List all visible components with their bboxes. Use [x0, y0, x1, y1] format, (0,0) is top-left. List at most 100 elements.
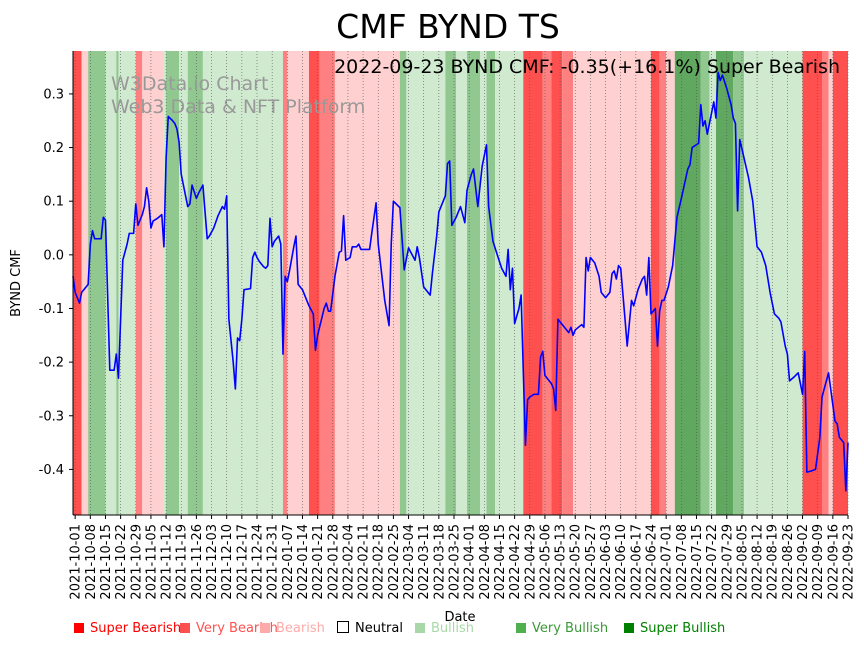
sentiment-regions: [73, 51, 848, 515]
chart-title: CMF BYND TS: [336, 7, 560, 46]
x-tick-label: 2021-10-15: [99, 524, 114, 600]
region-bullish: [744, 51, 803, 515]
region-bullish: [709, 51, 716, 515]
x-axis-label: Date: [444, 610, 475, 625]
region-bearish: [81, 51, 89, 515]
x-tick-label: 2022-02-11: [357, 524, 372, 600]
x-tick-label: 2022-06-10: [614, 524, 629, 600]
x-tick-label: 2022-03-11: [417, 524, 432, 600]
x-tick-label: 2022-09-23: [842, 524, 857, 600]
region-super-bullish: [715, 51, 734, 515]
legend-label: Neutral: [355, 621, 403, 636]
y-tick-label: 0.3: [43, 87, 64, 102]
region-bullish: [105, 51, 117, 515]
x-tick-label: 2022-06-17: [629, 524, 644, 600]
x-tick-label: 2022-02-18: [372, 524, 387, 600]
x-tick-label: 2021-12-31: [266, 524, 281, 600]
x-tick-label: 2021-12-24: [251, 524, 266, 600]
region-bullish: [209, 51, 283, 515]
x-tick-label: 2021-11-05: [144, 524, 159, 600]
x-tick-label: 2022-09-02: [796, 524, 811, 600]
watermark-line-2: Web3 Data & NFT Platform: [111, 96, 365, 118]
region-bullish: [163, 51, 167, 515]
legend-item-super-bullish: Super Bullish: [624, 621, 725, 636]
x-tick-label: 2022-02-04: [341, 524, 356, 600]
x-tick-label: 2022-01-14: [296, 524, 311, 600]
x-tick-label: 2021-12-10: [220, 524, 235, 600]
legend-swatch: [260, 623, 270, 633]
vertical-gridlines: [74, 51, 849, 515]
y-tick-label: -0.2: [39, 356, 64, 371]
region-super-bullish: [674, 51, 701, 515]
x-tick-label: 2022-04-29: [523, 524, 538, 600]
region-very-bullish: [466, 51, 480, 515]
legend-item-super-bearish: Super Bearish: [74, 621, 181, 636]
legend-item-bearish: Bearish: [260, 621, 325, 636]
x-tick-label: 2022-08-19: [766, 524, 781, 600]
x-tick-label: 2022-07-08: [675, 524, 690, 600]
y-tick-label: -0.1: [39, 302, 64, 317]
legend-swatch: [337, 621, 349, 633]
x-tick-label: 2022-01-21: [311, 524, 326, 600]
x-tick-label: 2021-10-08: [84, 524, 99, 600]
x-tick-label: 2022-04-01: [463, 524, 478, 600]
x-tick-label: 2022-04-08: [478, 524, 493, 600]
y-tick-label: 0.2: [43, 141, 64, 156]
region-bearish: [142, 51, 164, 515]
region-super-bearish: [651, 51, 660, 515]
region-very-bullish: [399, 51, 407, 515]
x-tick-label: 2022-07-01: [660, 524, 675, 600]
legend-label: Bearish: [276, 621, 325, 636]
region-bearish: [828, 51, 833, 515]
region-very-bullish: [116, 51, 119, 515]
legend-label: Very Bearish: [196, 621, 278, 636]
x-tick-label: 2022-08-05: [735, 524, 750, 600]
x-tick-label: 2022-08-26: [781, 524, 796, 600]
x-tick-label: 2022-06-03: [599, 524, 614, 600]
x-tick-label: 2022-07-29: [720, 524, 735, 600]
x-tick-label: 2022-09-16: [826, 524, 841, 600]
x-tick-label: 2022-04-15: [493, 524, 508, 600]
region-very-bullish: [700, 51, 710, 515]
region-super-bearish: [308, 51, 320, 515]
legend-item-very-bearish: Very Bearish: [180, 621, 278, 636]
x-tick-label: 2022-08-12: [751, 524, 766, 600]
legend-swatch: [624, 623, 634, 633]
region-bullish: [479, 51, 487, 515]
x-tick-label: 2022-02-25: [387, 524, 402, 600]
legend-label: Super Bullish: [640, 621, 726, 636]
region-super-bearish: [551, 51, 563, 515]
legend-swatch: [180, 623, 190, 633]
x-tick-label: 2022-05-20: [569, 524, 584, 600]
latest-value-annotation: 2022-09-23 BYND CMF: -0.35(+16.1%) Super…: [334, 56, 840, 78]
region-very-bearish: [542, 51, 552, 515]
region-very-bearish: [562, 51, 574, 515]
x-tick-label: 2022-03-04: [402, 524, 417, 600]
region-very-bearish: [319, 51, 335, 515]
x-tick-label: 2022-06-24: [645, 524, 660, 600]
region-very-bullish: [445, 51, 457, 515]
legend: Super Bearish Very Bearish Bearish Neutral B…: [74, 621, 854, 639]
x-tick-label: 2022-09-09: [811, 524, 826, 600]
x-tick-label: 2022-01-07: [281, 524, 296, 600]
y-tick-label: 0.1: [43, 195, 64, 210]
x-tick-label: 2021-11-12: [160, 524, 175, 600]
legend-item-neutral: Neutral: [337, 621, 403, 636]
region-very-bullish: [187, 51, 203, 515]
legend-item-bullish: Bullish: [415, 621, 474, 636]
region-very-bearish: [135, 51, 143, 515]
x-tick-label: 2022-01-28: [326, 524, 341, 600]
legend-swatch: [516, 623, 526, 633]
cmf-line: [72, 71, 849, 492]
legend-label: Bullish: [431, 621, 475, 636]
region-very-bearish: [659, 51, 667, 515]
region-bearish: [334, 51, 400, 515]
region-bearish: [666, 51, 675, 515]
cmf-series: [72, 71, 849, 492]
x-tick-label: 2022-04-22: [508, 524, 523, 600]
region-super-bearish: [832, 51, 848, 515]
region-very-bullish: [166, 51, 180, 515]
x-tick-label: 2022-03-18: [432, 524, 447, 600]
y-tick-label: 0.0: [43, 248, 64, 263]
region-bullish: [179, 51, 188, 515]
